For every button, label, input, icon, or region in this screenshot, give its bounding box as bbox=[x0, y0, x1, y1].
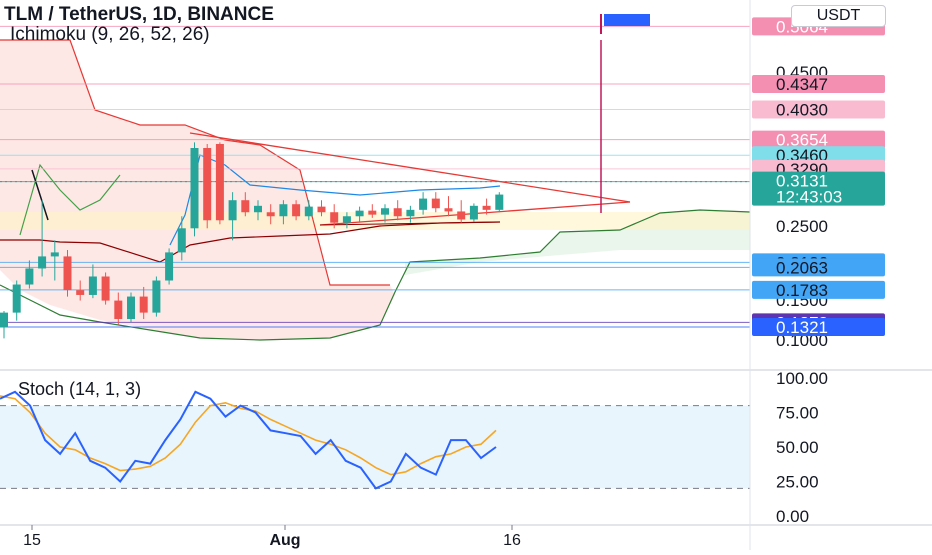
candle-body[interactable] bbox=[419, 198, 428, 210]
stoch-tick-label: 75.00 bbox=[776, 404, 819, 423]
candle-body[interactable] bbox=[406, 209, 415, 217]
flag-icon[interactable] bbox=[604, 14, 650, 26]
candle-body[interactable] bbox=[203, 148, 212, 221]
countdown-timer-label: 12:43:03 bbox=[776, 188, 842, 207]
stoch-band-fill bbox=[0, 405, 750, 489]
time-tick-label: 15 bbox=[23, 532, 41, 549]
candle-body[interactable] bbox=[368, 210, 377, 215]
stoch-tick-label: 0.00 bbox=[776, 507, 809, 526]
price-axis-badge bbox=[752, 258, 885, 277]
candle-body[interactable] bbox=[38, 256, 47, 269]
price-axis-badge-label: 0.3654 bbox=[776, 131, 828, 150]
candle-body[interactable] bbox=[266, 212, 275, 217]
candle-body[interactable] bbox=[279, 204, 288, 217]
price-axis-badge bbox=[752, 280, 885, 299]
candle-body[interactable] bbox=[114, 300, 123, 320]
candle-body[interactable] bbox=[457, 211, 466, 220]
price-axis-badge-label: 0.1321 bbox=[776, 318, 828, 337]
candle-body[interactable] bbox=[190, 148, 199, 229]
candle-body[interactable] bbox=[12, 284, 21, 313]
candle-body[interactable] bbox=[215, 143, 224, 221]
candle-body[interactable] bbox=[25, 268, 34, 285]
price-axis-badge bbox=[752, 100, 885, 119]
chikou-span-line bbox=[19, 163, 121, 236]
stoch-tick-label: 50.00 bbox=[776, 438, 819, 457]
candle-body[interactable] bbox=[228, 200, 237, 221]
time-tick-label: 16 bbox=[503, 532, 521, 549]
triangle-base-line bbox=[319, 221, 501, 226]
senkou-span-a-line bbox=[0, 39, 390, 286]
candle-body[interactable] bbox=[152, 280, 161, 313]
candle-body[interactable] bbox=[393, 208, 402, 217]
candle-body[interactable] bbox=[127, 296, 135, 320]
candle-body[interactable] bbox=[139, 296, 148, 313]
candle-body[interactable] bbox=[381, 208, 389, 215]
candle-body[interactable] bbox=[88, 276, 97, 295]
ichimoku-indicator-label[interactable]: Ichimoku (9, 26, 52, 26) bbox=[10, 24, 210, 45]
candle-body[interactable] bbox=[76, 290, 85, 295]
currency-button[interactable]: USDT bbox=[791, 5, 886, 27]
price-axis-badge bbox=[752, 146, 885, 165]
price-axis-badge bbox=[752, 75, 885, 93]
chikou-span-segment bbox=[31, 169, 49, 221]
price-axis-badge-label: 0.4347 bbox=[776, 75, 828, 94]
stoch-tick-label: 100.00 bbox=[776, 369, 828, 388]
price-axis-badge bbox=[752, 318, 885, 336]
price-tick-label: 0.2500 bbox=[776, 217, 828, 236]
senkou-span-b-line bbox=[0, 209, 751, 341]
candle-body[interactable] bbox=[292, 204, 301, 217]
stoch-k-line bbox=[0, 390, 497, 490]
candle-body[interactable] bbox=[0, 312, 8, 328]
candle-body[interactable] bbox=[431, 198, 440, 209]
triangle-upper-trendline[interactable] bbox=[189, 132, 631, 203]
price-axis-badge bbox=[752, 171, 885, 206]
kijun-sen-line bbox=[0, 221, 501, 263]
candle-body[interactable] bbox=[355, 210, 364, 217]
price-axis-badge bbox=[752, 130, 885, 149]
candle-body[interactable] bbox=[482, 205, 491, 210]
candle-body[interactable] bbox=[165, 252, 174, 281]
stoch-indicator-label[interactable]: Stoch (14, 1, 3) bbox=[18, 379, 142, 399]
candle-body[interactable] bbox=[304, 206, 313, 217]
stoch-tick-label: 25.00 bbox=[776, 473, 819, 492]
chart-title: TLM / TetherUS, 1D, BINANCE bbox=[4, 4, 274, 25]
candle-body[interactable] bbox=[317, 206, 326, 213]
price-axis-badge-label: 0.3131 bbox=[776, 172, 828, 191]
time-tick-label: Aug bbox=[269, 532, 300, 549]
candle-body[interactable] bbox=[177, 228, 186, 253]
candle-body[interactable] bbox=[342, 216, 351, 223]
candle-body[interactable] bbox=[101, 276, 110, 301]
candle-body[interactable] bbox=[330, 212, 339, 223]
candle-body[interactable] bbox=[495, 194, 504, 210]
candle-body[interactable] bbox=[241, 200, 250, 213]
candle-body[interactable] bbox=[63, 256, 72, 291]
price-axis-badge-label: 0.2063 bbox=[776, 258, 828, 277]
price-axis-badge-label: 0.4030 bbox=[776, 100, 828, 119]
candle-body[interactable] bbox=[50, 252, 59, 257]
candle-body[interactable] bbox=[254, 205, 262, 213]
candle-body[interactable] bbox=[444, 208, 453, 212]
candle-body[interactable] bbox=[469, 205, 478, 220]
price-axis-badge-label: 0.1783 bbox=[776, 281, 828, 300]
